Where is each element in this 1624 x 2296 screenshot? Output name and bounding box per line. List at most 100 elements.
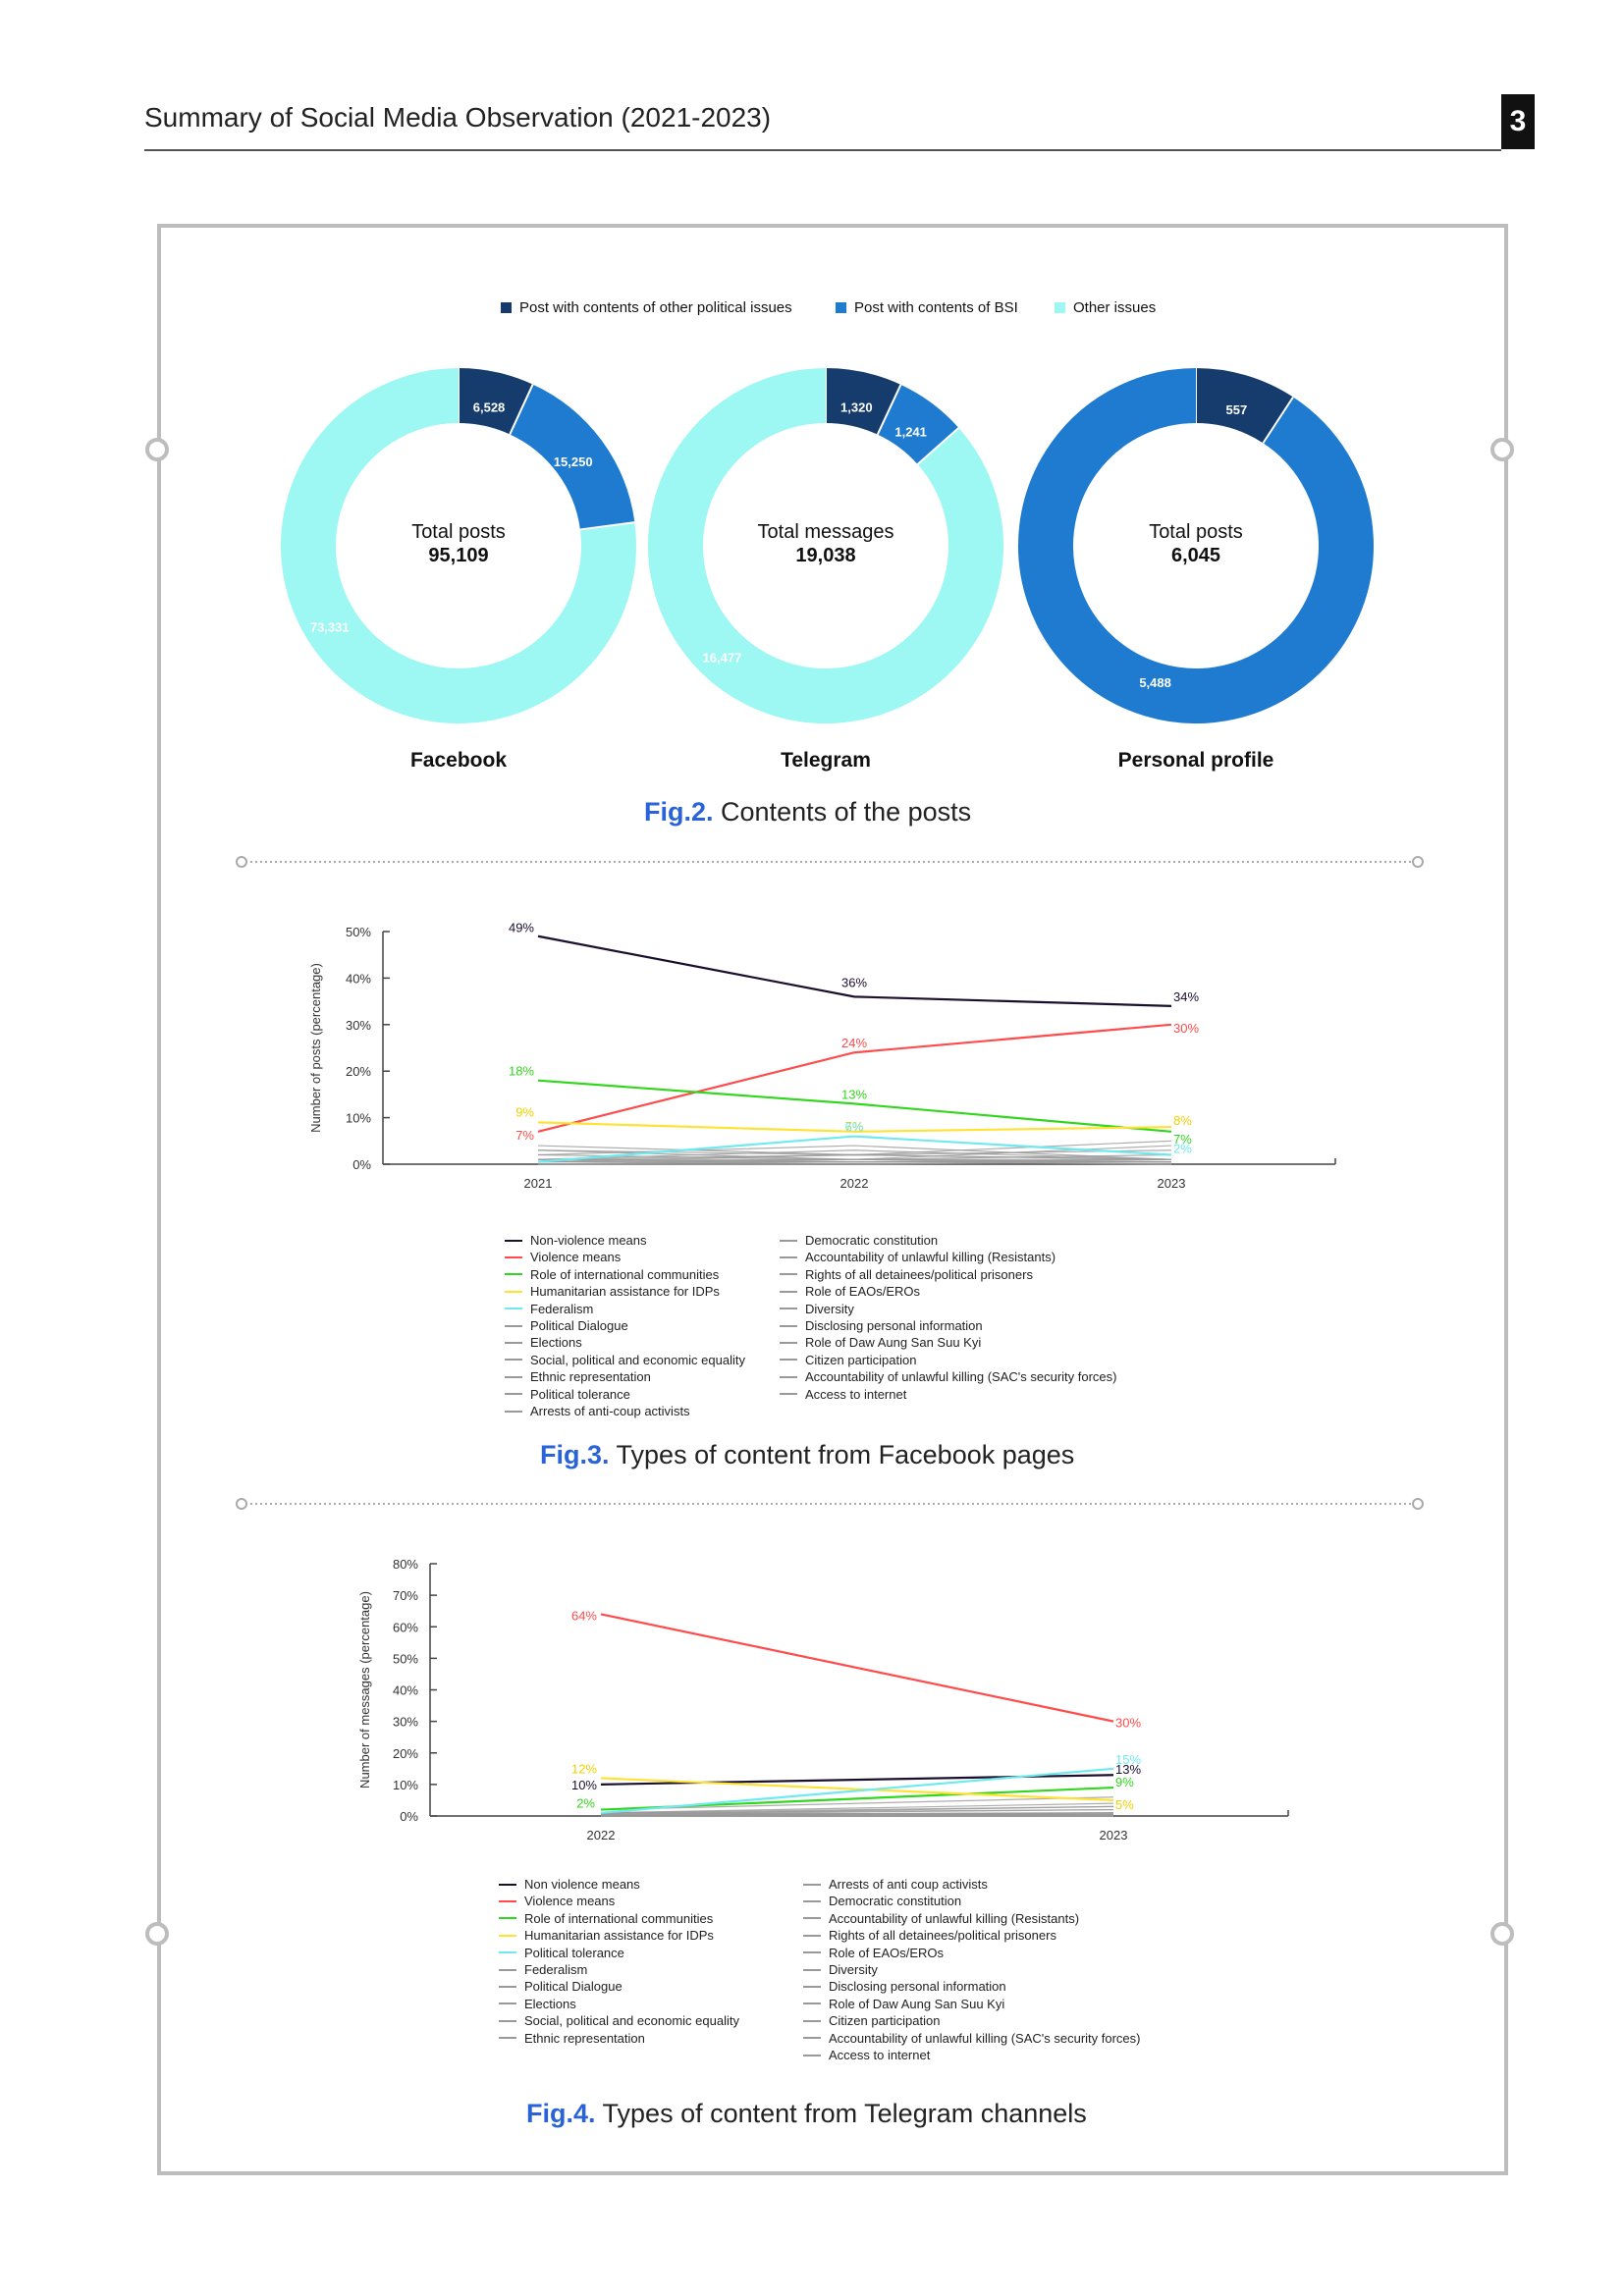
legend-label: Diversity [829,1961,878,1977]
series-line [600,1796,1114,1811]
legend-label: Democratic constitution [805,1233,939,1248]
legend-item: Elections [499,1996,739,2012]
data-label: 36% [841,975,867,989]
y-tick-label: 10% [393,1778,418,1792]
donut-center-value: 95,109 [428,545,488,566]
frame-ornament-circle [145,1922,169,1946]
donut-slice-value-label: 1,241 [894,425,927,440]
y-tick-label: 0% [352,1157,371,1172]
legend-item: Violence means [499,1893,739,1909]
x-tick-label: 2023 [1158,1176,1186,1191]
legend-swatch [803,1968,821,1971]
legend-item: Social, political and economic equality [499,2012,739,2029]
legend-swatch [499,1900,516,1903]
legend-swatch [1055,302,1065,313]
legend-label: Rights of all detainees/political prison… [829,1928,1056,1944]
legend-label: Non violence means [524,1877,640,1892]
frame-ornament-circle [145,438,169,461]
x-tick-label: 2023 [1100,1828,1128,1842]
legend-swatch [501,302,512,313]
donut-slice-separator [916,427,960,465]
donut-center-value: 19,038 [795,545,855,566]
legend-swatch [803,1900,821,1903]
y-tick-label: 50% [393,1651,418,1666]
donut-slice [281,368,636,723]
y-axis-title: Number of messages (percentage) [357,1591,372,1789]
legend-item: Role of Daw Aung San Suu Kyi [780,1334,1117,1351]
legend-item: Diversity [803,1961,1141,1978]
data-label: 12% [571,1761,597,1776]
legend-swatch [505,1342,522,1345]
legend-swatch [505,1308,522,1310]
donut-chart-name: Facebook [410,749,507,772]
legend-item: Role of EAOs/EROs [780,1283,1117,1300]
legend-swatch [780,1342,797,1345]
series-line [600,1613,1114,1723]
legend-label: Role of EAOs/EROs [829,1945,945,1960]
legend-swatch [499,1968,516,1971]
legend-label: Ethnic representation [524,2030,645,2046]
legend-swatch [505,1239,522,1242]
y-tick-label: 0% [400,1809,418,1824]
series-line [538,1161,1172,1165]
legend-swatch [780,1239,797,1242]
legend-label: Accountability of unlawful killing (Resi… [829,1910,1080,1926]
legend-label: Disclosing personal information [829,1979,1006,1995]
data-label: 2% [576,1796,595,1811]
separator-end-circle [1412,1498,1424,1510]
legend-item: Disclosing personal information [803,1978,1141,1995]
legend-item-other-political: Post with contents of other political is… [501,299,792,316]
legend-item: Democratic constitution [780,1232,1117,1249]
legend-swatch [780,1273,797,1276]
data-label: 24% [841,1036,867,1050]
fig3-caption-number: Fig.3. [540,1440,610,1469]
legend-label: Role of international communities [530,1266,720,1282]
legend-label: Access to internet [829,2047,931,2062]
legend-swatch [505,1410,522,1413]
legend-item: Role of international communities [505,1266,745,1283]
series-line [538,1158,1172,1163]
legend-label: Accountability of unlawful killing (Resi… [805,1250,1056,1265]
legend-item: Citizen participation [803,2012,1141,2029]
figure-frame [157,224,1508,2175]
data-label: 64% [571,1608,597,1623]
legend-label: Non-violence means [530,1233,647,1248]
x-tick-label: 2021 [524,1176,553,1191]
legend-item: Citizen participation [780,1352,1117,1368]
data-label: 30% [1115,1716,1141,1731]
y-tick-label: 20% [346,1064,371,1079]
legend-column: Non-violence means Violence means Role of … [505,1232,745,1419]
legend-label: Federalism [530,1301,594,1316]
legend-item: Democratic constitution [803,1893,1141,1909]
legend-swatch [780,1375,797,1378]
legend-item: Rights of all detainees/political prison… [803,1927,1141,1944]
donut-slice-value-label: 16,477 [703,651,742,666]
y-tick-label: 10% [346,1111,371,1126]
donut-slice [509,384,635,531]
donut-slice-value-label: 557 [1226,402,1248,417]
legend-label: Arrests of anti coup activists [829,1877,988,1892]
legend-label: Role of EAOs/EROs [805,1284,921,1300]
legend-item: Arrests of anti-coup activists [505,1403,745,1419]
legend-swatch [499,2002,516,2005]
legend-label: Political tolerance [524,1945,624,1960]
legend-column: Democratic constitution Accountability of… [780,1232,1117,1403]
legend-label: Humanitarian assistance for IDPs [524,1928,714,1944]
legend-label: Disclosing personal information [805,1317,983,1333]
donut-center-value: 6,045 [1171,545,1220,566]
y-axis-title: Number of posts (percentage) [308,963,323,1133]
data-label: 7% [845,1119,864,1134]
legend-label: Diversity [805,1301,854,1316]
data-label: 34% [1173,989,1199,1004]
data-label: 13% [841,1087,867,1101]
frame-ornament-circle [1490,1922,1514,1946]
legend-label: Political Dialogue [530,1317,628,1333]
legend-item: Arrests of anti coup activists [803,1876,1141,1893]
data-label: 13% [1115,1762,1141,1777]
separator-end-circle [236,856,247,868]
donut-slice-value-label: 6,528 [473,400,506,414]
donut-center-label: Total posts [411,521,506,543]
donut-center-label: Total messages [758,521,894,543]
legend-item: Humanitarian assistance for IDPs [505,1283,745,1300]
separator-end-circle [236,1498,247,1510]
